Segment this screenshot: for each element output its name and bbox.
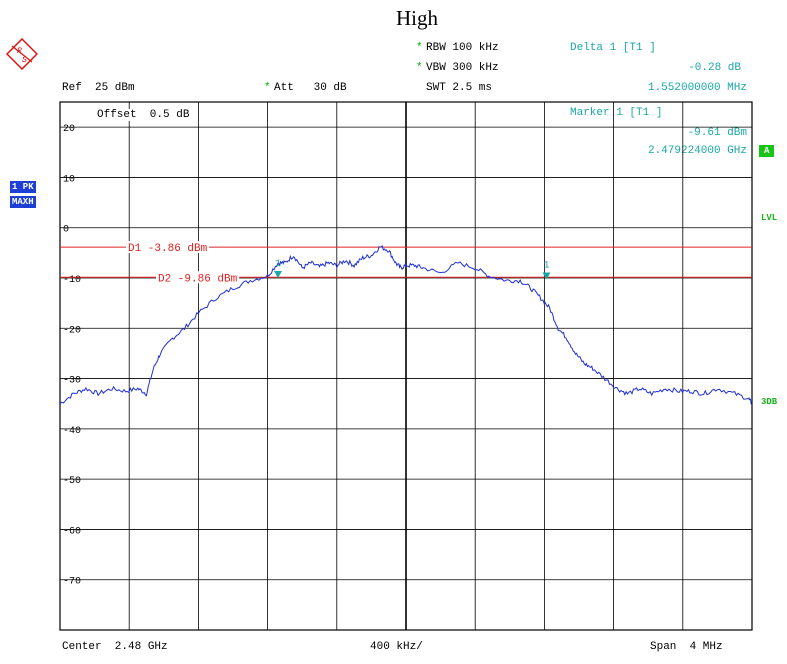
- display-line-label-d1: D1 -3.86 dBm: [128, 243, 208, 255]
- svg-text:R: R: [17, 47, 22, 56]
- vbw-star: *: [416, 62, 423, 74]
- y-tick-label: -10: [63, 275, 81, 286]
- lvl-label: LVL: [761, 213, 778, 223]
- y-tick-label: 20: [63, 124, 75, 135]
- rs-logo-icon: R S: [6, 38, 38, 70]
- marker-level: -9.61 dBm: [687, 127, 747, 139]
- delta-marker-title: Delta 1 [T1 ]: [570, 42, 656, 54]
- att-star: *: [264, 82, 271, 94]
- y-tick-label: -40: [63, 426, 81, 437]
- y-tick-label: -50: [63, 476, 81, 487]
- 3db-label: 3DB: [761, 397, 778, 407]
- center-freq-text: Center 2.48 GHz: [62, 641, 168, 653]
- swt-text: SWT 2.5 ms: [426, 82, 493, 94]
- rbw-text: RBW 100 kHz: [426, 42, 499, 54]
- delta-marker-freq: 1.552000000 MHz: [647, 82, 747, 94]
- y-tick-labels: 20 10 0 -10 -20 -30 -40 -50 -60 -70: [63, 124, 81, 588]
- display-lines: D1 -3.86 dBm D2 -9.86 dBm: [60, 241, 752, 285]
- y-tick-label: -20: [63, 325, 81, 336]
- display-line-label-bg: [126, 241, 210, 254]
- delta-marker-level: -0.28 dB: [688, 62, 741, 74]
- offset-text: Offset 0.5 dB: [97, 109, 190, 121]
- display-line-label-d2: D2 -9.86 dBm: [158, 273, 238, 285]
- y-tick-label: -30: [63, 376, 81, 387]
- marker-title: Marker 1 [T1 ]: [570, 107, 663, 119]
- y-tick-label: -60: [63, 526, 81, 537]
- marker-1-triangle: [273, 271, 282, 279]
- y-tick-label: -70: [63, 577, 81, 588]
- marker-2-label: 1: [543, 260, 549, 271]
- marker-2-triangle: [542, 272, 551, 280]
- span-text: Span 4 MHz: [650, 641, 723, 653]
- att-text: Att 30 dB: [274, 82, 347, 94]
- y-tick-label: 0: [63, 225, 69, 236]
- svg-text:S: S: [22, 56, 27, 65]
- plot-grid: [60, 102, 752, 630]
- chart-title: High: [396, 6, 438, 30]
- vbw-text: VBW 300 kHz: [426, 62, 499, 74]
- trace-series-0: [59, 244, 753, 406]
- screen-a-badge: A: [759, 145, 775, 157]
- trace-mode-maxh-badge: MAXH: [10, 196, 36, 208]
- div-text: 400 kHz/: [370, 641, 423, 653]
- ref-level-text: Ref 25 dBm: [62, 82, 135, 94]
- display-line-label-bg: [156, 271, 240, 284]
- marker-freq: 2.479224000 GHz: [647, 145, 747, 157]
- trace-mode-pk-badge: 1 PK: [10, 181, 36, 193]
- trace-group: [59, 244, 753, 406]
- rbw-star: *: [416, 42, 423, 54]
- y-tick-label: 10: [63, 174, 75, 185]
- marker-1-label: 1: [275, 259, 281, 270]
